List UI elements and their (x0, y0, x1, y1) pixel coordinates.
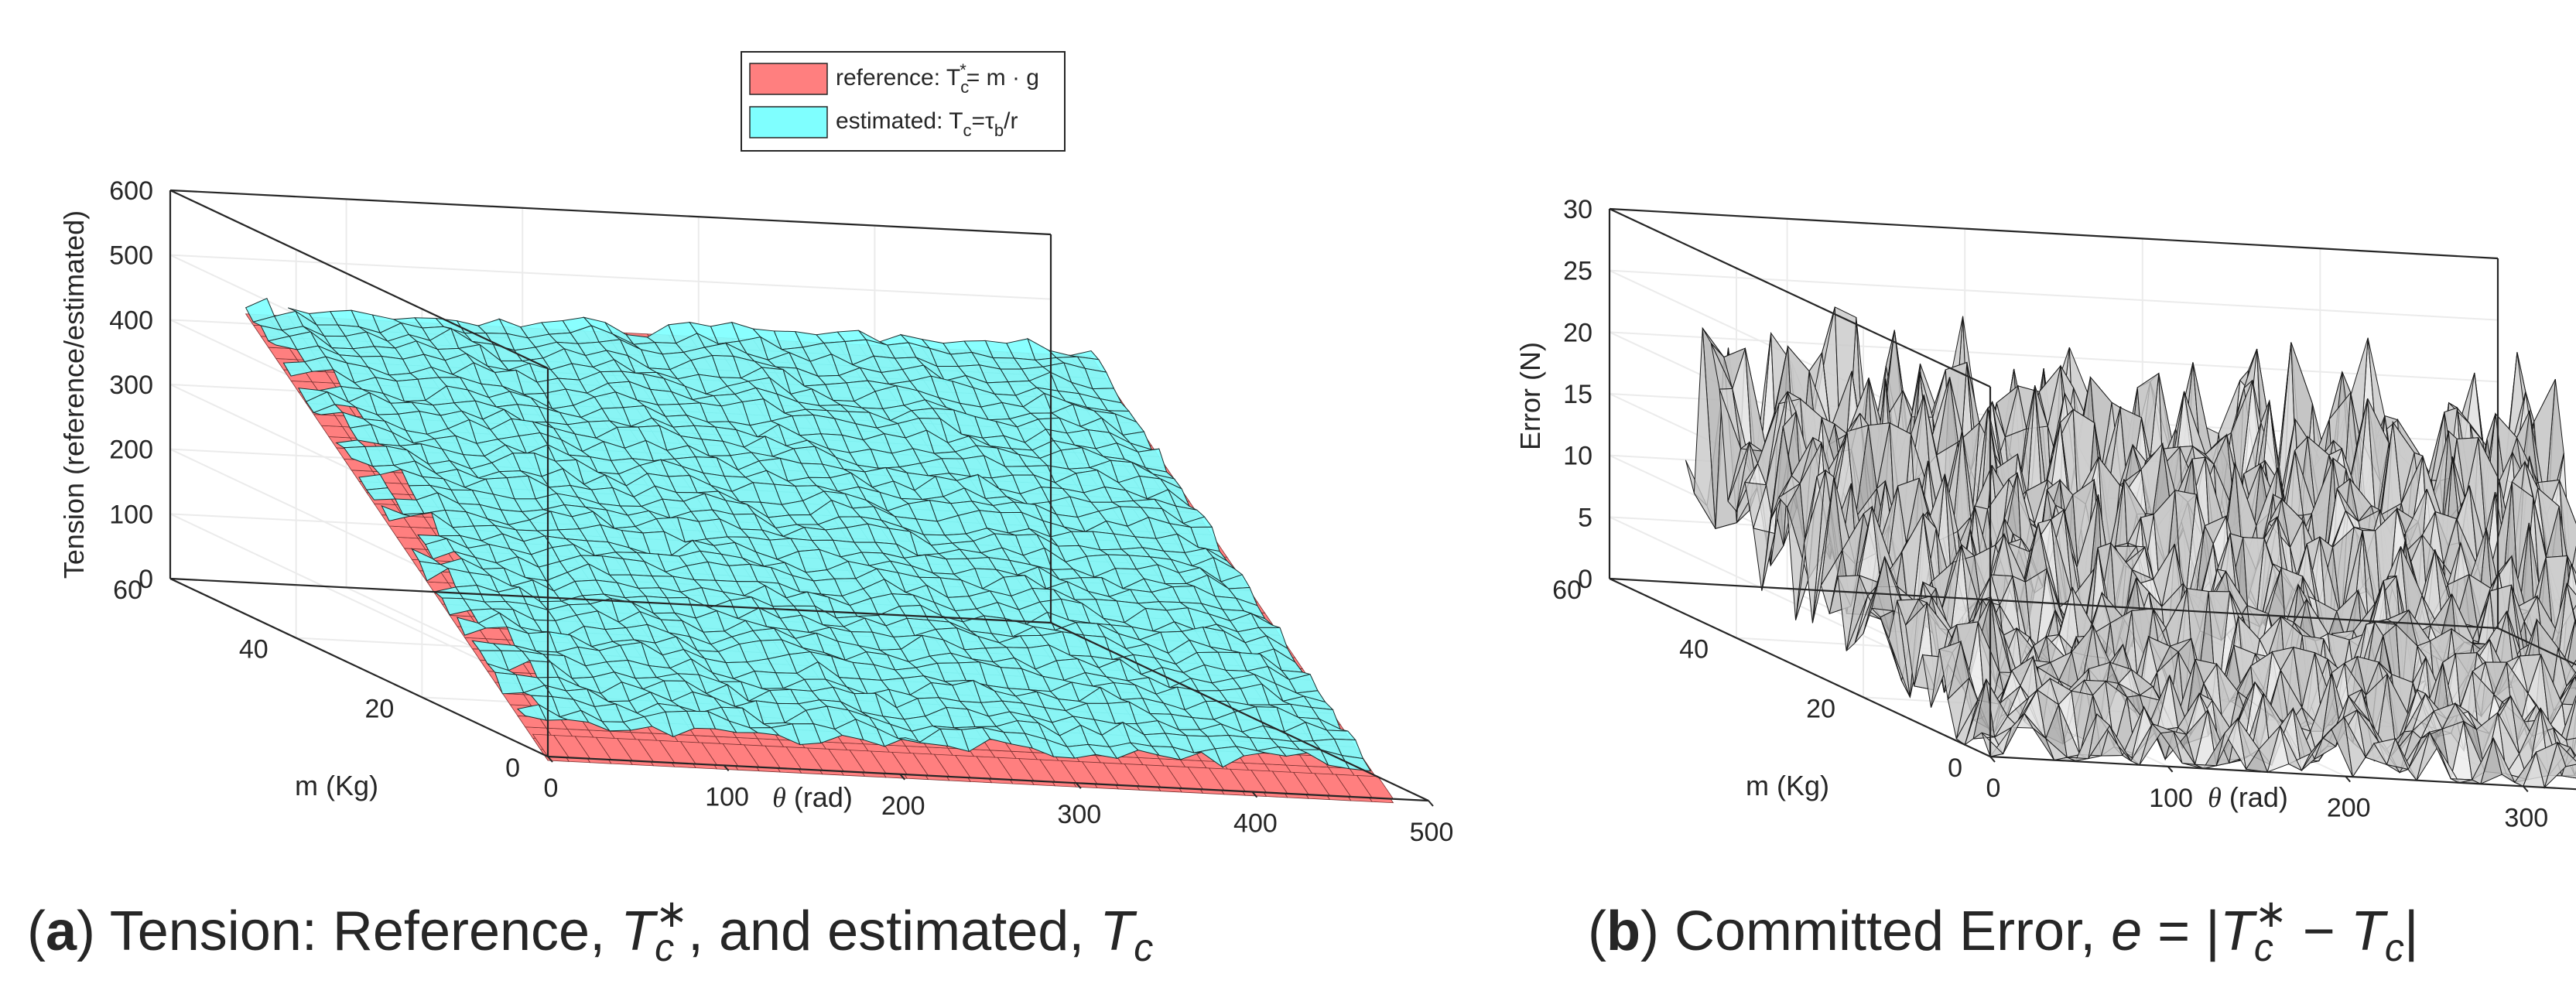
z-tick-label: 400 (109, 306, 153, 335)
x-tick-mark (1428, 800, 1434, 807)
axis-line (169, 189, 1052, 236)
y-tick-label: 40 (239, 635, 269, 665)
panel-b-chart: 01002003004005000204060051015202530 Erro… (1514, 195, 2576, 832)
panel-a-surfaces (245, 297, 1394, 804)
z-tick-label: 200 (109, 436, 153, 465)
panel-a-z-axis-label: Tension (reference/estimated) (58, 210, 90, 579)
grid-line (169, 254, 1052, 300)
z-tick-label: 300 (109, 371, 153, 400)
panel-a-y-axis-label: m (Kg) (295, 770, 378, 801)
y-tick-label: 0 (505, 753, 520, 783)
grid-line (1609, 269, 2499, 321)
panel-a-x-axis-label: θ (rad) (772, 781, 853, 813)
panel-a-x-axis-symbol: θ (772, 782, 786, 813)
panel-a-chart: 0 100 200 300 400 500020406001002003004005006… (58, 51, 1454, 847)
z-tick-label: 100 (109, 500, 153, 529)
x-tick-label: 0 (544, 774, 559, 803)
legend-swatch-estimated (749, 106, 828, 138)
x-tick-label: 300 (1057, 800, 1101, 829)
z-tick-label: 0 (139, 565, 153, 594)
y-tick-label: 20 (365, 694, 395, 723)
estimated-surface-cell (365, 487, 396, 501)
panel-a-x-axis-unit: (rad) (786, 781, 853, 813)
z-tick-label: 500 (109, 241, 153, 271)
x-tick-label: 400 (1233, 809, 1278, 839)
x-tick-label: 200 (881, 791, 925, 821)
panel-a-legend: reference: Tc*= m · g estimated: Tc=τb/r (741, 51, 1066, 152)
z-tick-label: 600 (109, 176, 153, 206)
estimated-surface-cell (312, 404, 344, 415)
panel-b-surface (1685, 306, 2576, 789)
legend-swatch-reference (749, 63, 828, 95)
x-tick-label: 500 (1410, 818, 1454, 847)
x-tick-label: 100 (705, 782, 749, 811)
